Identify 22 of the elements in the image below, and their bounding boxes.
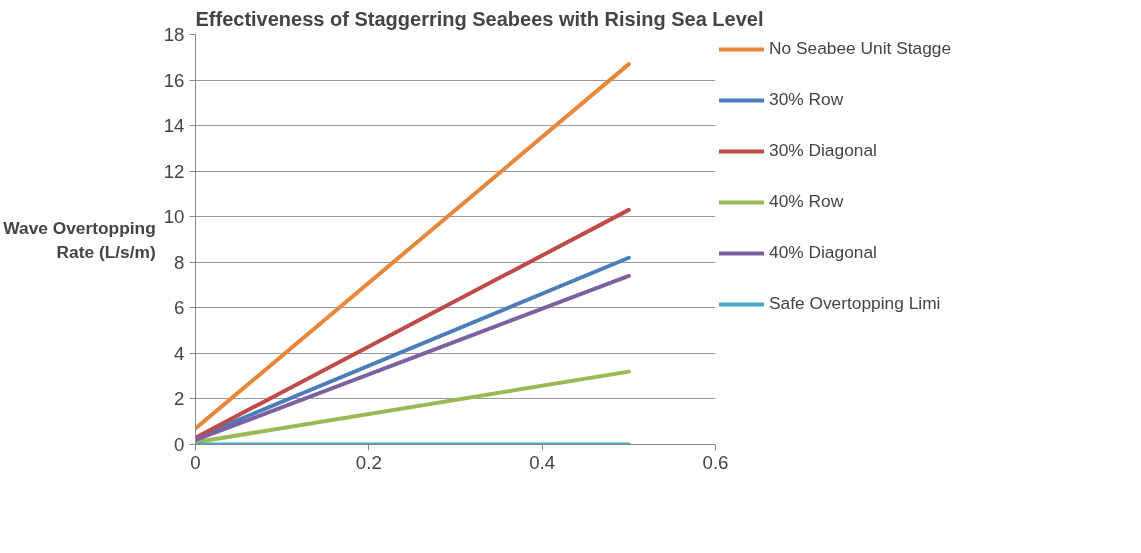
- y-axis-title: Wave Overtopping Rate (L/s/m): [3, 217, 156, 262]
- chart-title: Effectiveness of Staggerring Seabees with Rising Sea Level: [195, 7, 764, 30]
- y-tick-label: 12: [163, 160, 185, 182]
- legend-label: 30% Diagonal: [769, 140, 877, 161]
- y-tick-label: 6: [174, 297, 185, 319]
- x-tick-label: 0.6: [702, 451, 729, 473]
- y-tick-label: 10: [163, 206, 185, 228]
- y-tick-label: 2: [174, 388, 185, 410]
- y-tick-label: 16: [163, 69, 185, 91]
- x-tick-label: 0.2: [355, 451, 382, 473]
- legend-label: 30% Row: [769, 89, 844, 110]
- legend-label: 40% Diagonal: [769, 242, 877, 263]
- legend-label: No Seabee Unit Stagge: [769, 38, 952, 59]
- x-tick-label: 0.4: [529, 451, 556, 473]
- legend-label: 40% Row: [769, 191, 844, 212]
- legend-label: Safe Overtopping Limi: [769, 293, 941, 314]
- y-tick-label: 14: [163, 115, 185, 137]
- y-tick-label: 0: [174, 434, 185, 455]
- y-tick-label: 18: [163, 24, 185, 45]
- x-tick-label: 0: [190, 451, 201, 473]
- y-tick-label: 4: [174, 342, 185, 364]
- y-tick-label: 8: [174, 251, 185, 273]
